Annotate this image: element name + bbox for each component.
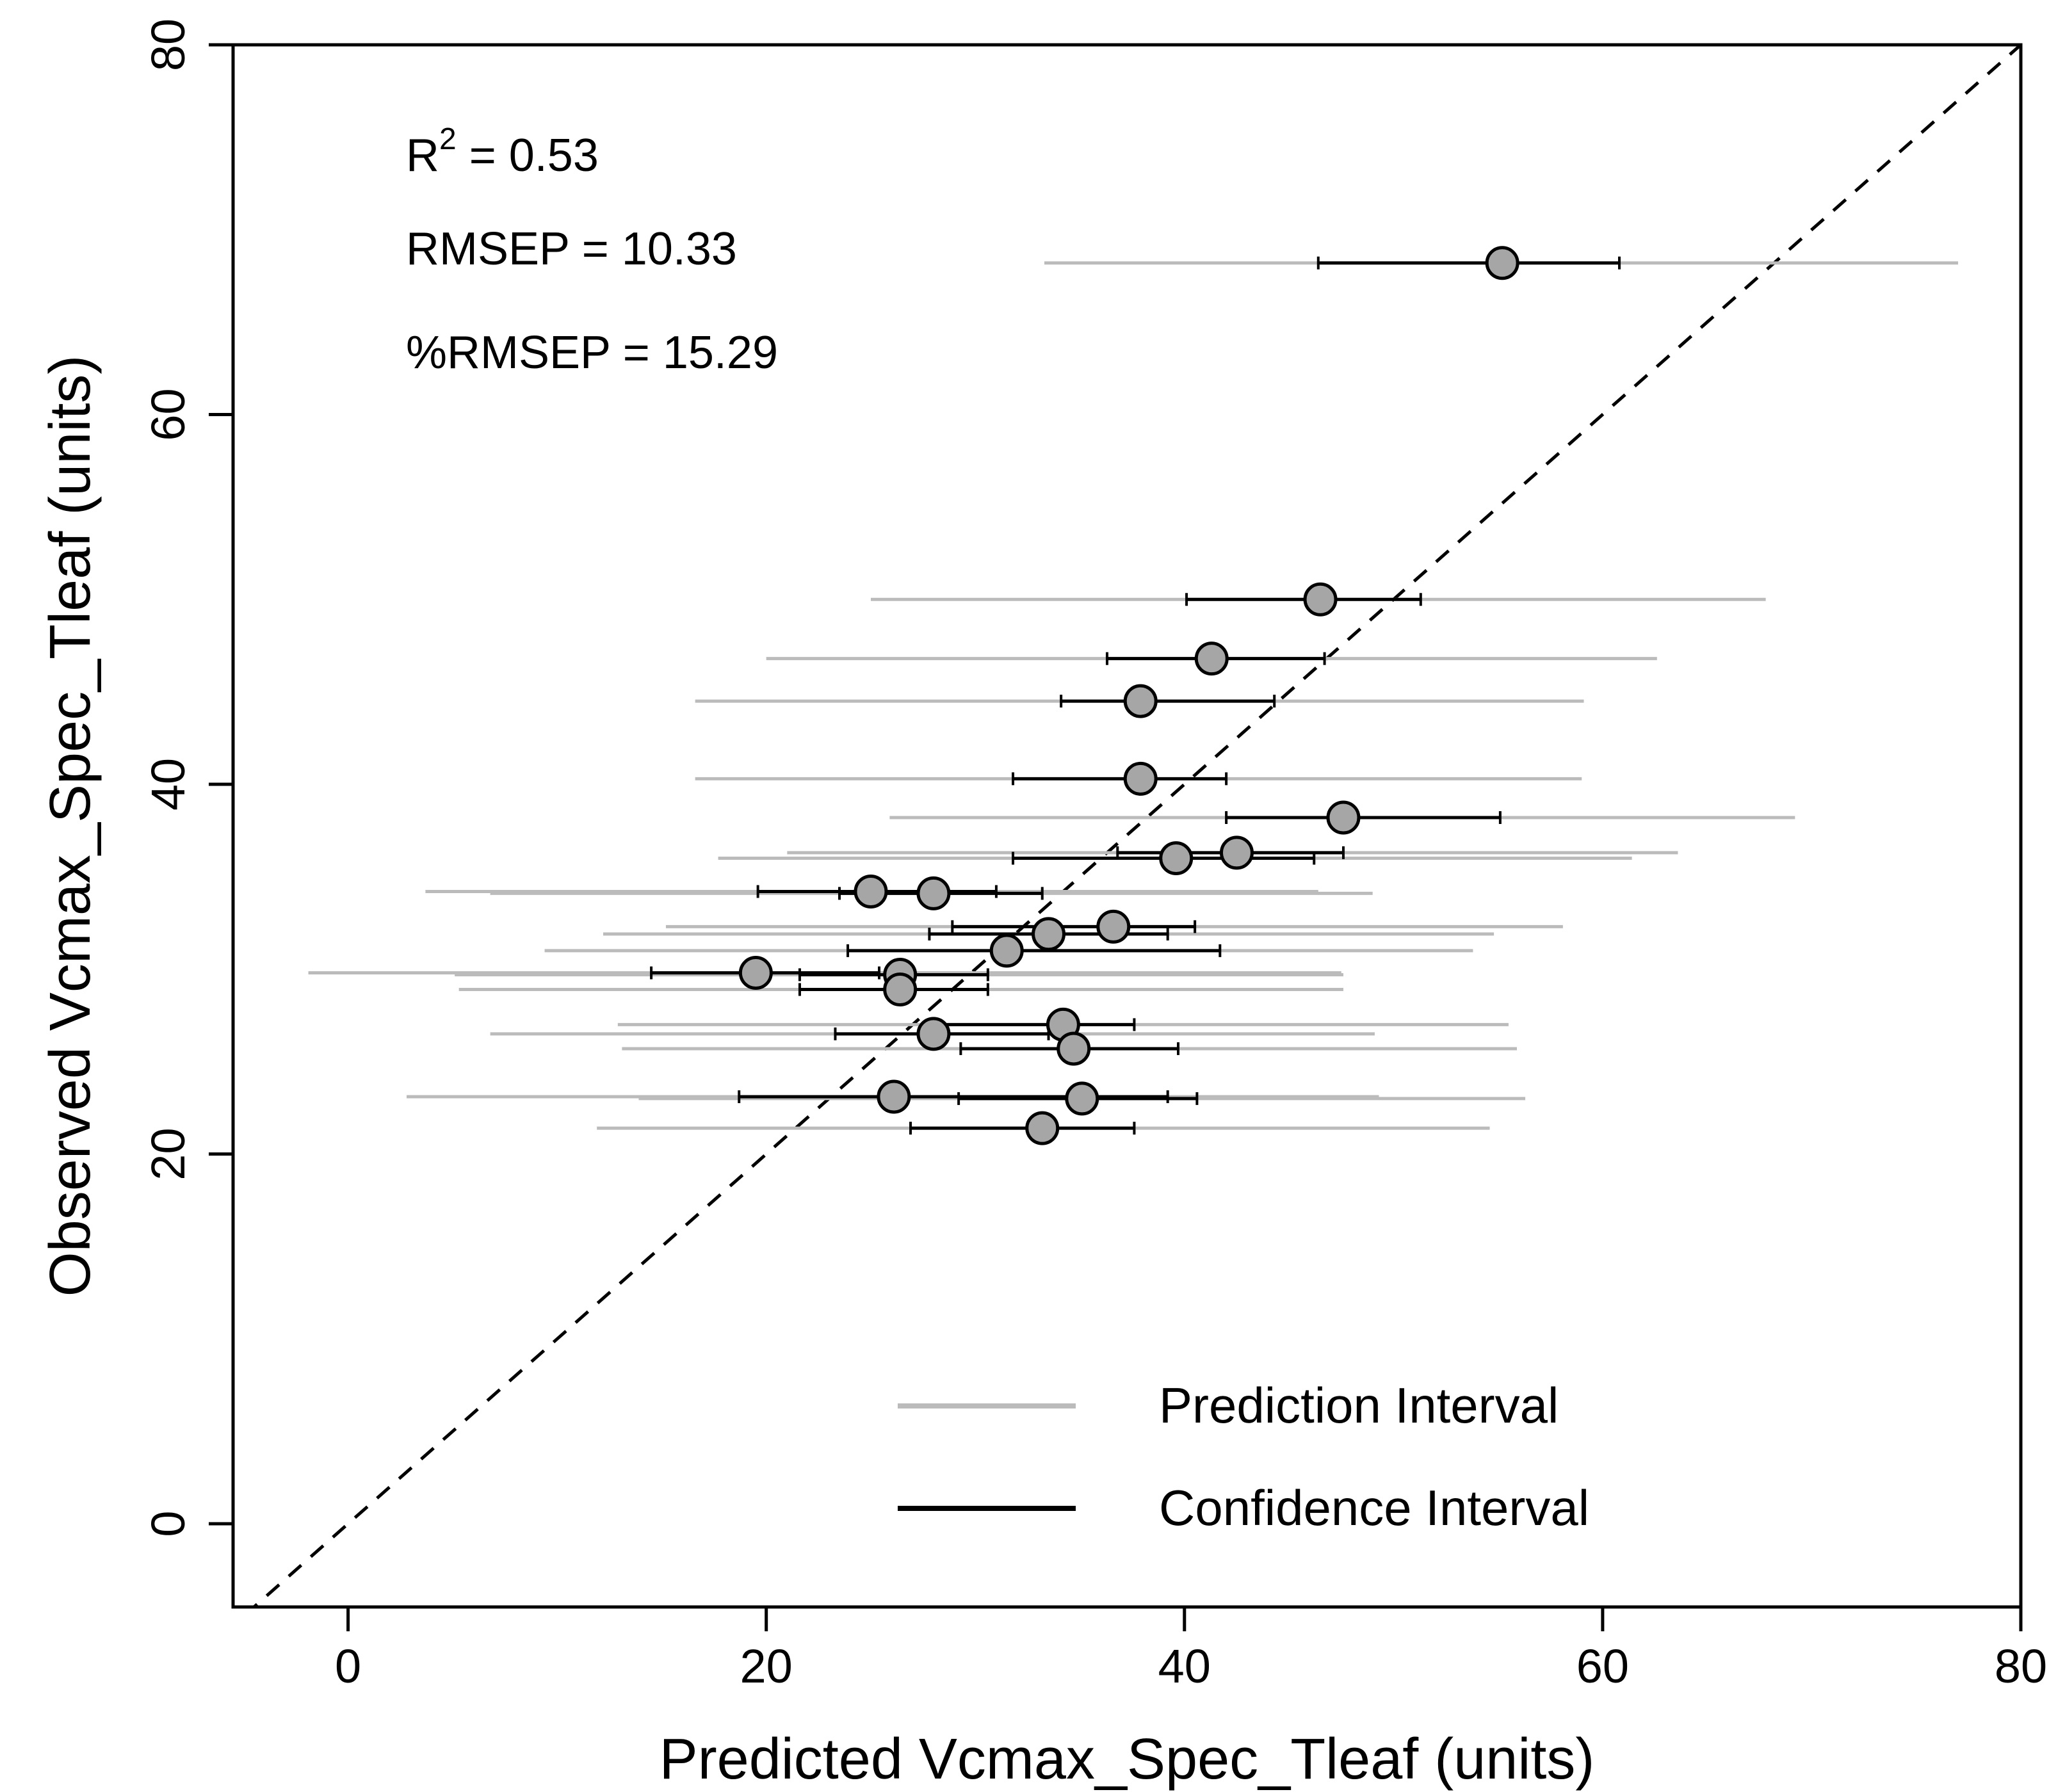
confidence-interval <box>1012 772 1228 786</box>
y-tick-label: 80 <box>142 19 195 71</box>
data-point <box>1159 841 1194 876</box>
stats-block: R2 = 0.53 RMSEP = 10.33 %RMSEP = 15.29 <box>406 122 778 378</box>
data-point <box>1025 1111 1060 1145</box>
x-axis-title: Predicted Vcmax_Spec_Tleaf (units) <box>660 1727 1595 1791</box>
data-point <box>1032 917 1066 951</box>
r-squared-stat: R2 = 0.53 <box>406 122 599 181</box>
data-point <box>1219 835 1254 870</box>
x-tick-label: 20 <box>740 1640 793 1693</box>
data-point <box>1096 909 1131 944</box>
data-point <box>877 1079 911 1114</box>
confidence-interval <box>1225 811 1502 825</box>
data-point <box>1065 1081 1099 1116</box>
data-point <box>916 1017 951 1051</box>
confidence-interval <box>1060 695 1276 708</box>
x-tick-label: 40 <box>1158 1640 1211 1693</box>
y-axis-title: Observed Vcmax_Spec_Tleaf (units) <box>38 355 102 1297</box>
percent-rmsep-stat: %RMSEP = 15.29 <box>406 327 778 378</box>
data-point <box>1057 1031 1091 1066</box>
data-point <box>916 876 951 910</box>
confidence-interval <box>846 944 1222 957</box>
legend-confidence-label: Confidence Interval <box>1159 1480 1589 1536</box>
y-tick-label: 0 <box>142 1510 195 1537</box>
data-point <box>1303 582 1338 617</box>
data-point <box>1485 246 1519 280</box>
confidence-interval <box>738 1090 1169 1104</box>
y-tick-label: 20 <box>142 1127 195 1180</box>
confidence-interval <box>1316 256 1621 270</box>
data-point <box>854 875 888 909</box>
data-point <box>738 956 773 990</box>
data-point <box>1123 761 1158 796</box>
x-tick-label: 0 <box>335 1640 361 1693</box>
data-point <box>1326 800 1361 835</box>
plot-frame <box>231 43 2023 1609</box>
confidence-interval <box>909 1122 1136 1135</box>
x-tick-label: 80 <box>1995 1640 2047 1693</box>
rmsep-stat: RMSEP = 10.33 <box>406 223 737 275</box>
confidence-interval <box>951 920 1197 933</box>
data-point <box>883 973 918 1007</box>
data-point <box>1194 642 1229 676</box>
data-point <box>989 933 1024 968</box>
data-point <box>1123 684 1158 718</box>
y-tick-label: 60 <box>142 388 195 440</box>
legend: Prediction Interval Confidence Interval <box>898 1377 1589 1536</box>
legend-prediction-label: Prediction Interval <box>1159 1377 1559 1433</box>
x-tick-label: 60 <box>1576 1640 1629 1693</box>
confidence-interval <box>936 1018 1136 1031</box>
one-to-one-line <box>251 45 2021 1607</box>
y-tick-label: 40 <box>142 758 195 811</box>
